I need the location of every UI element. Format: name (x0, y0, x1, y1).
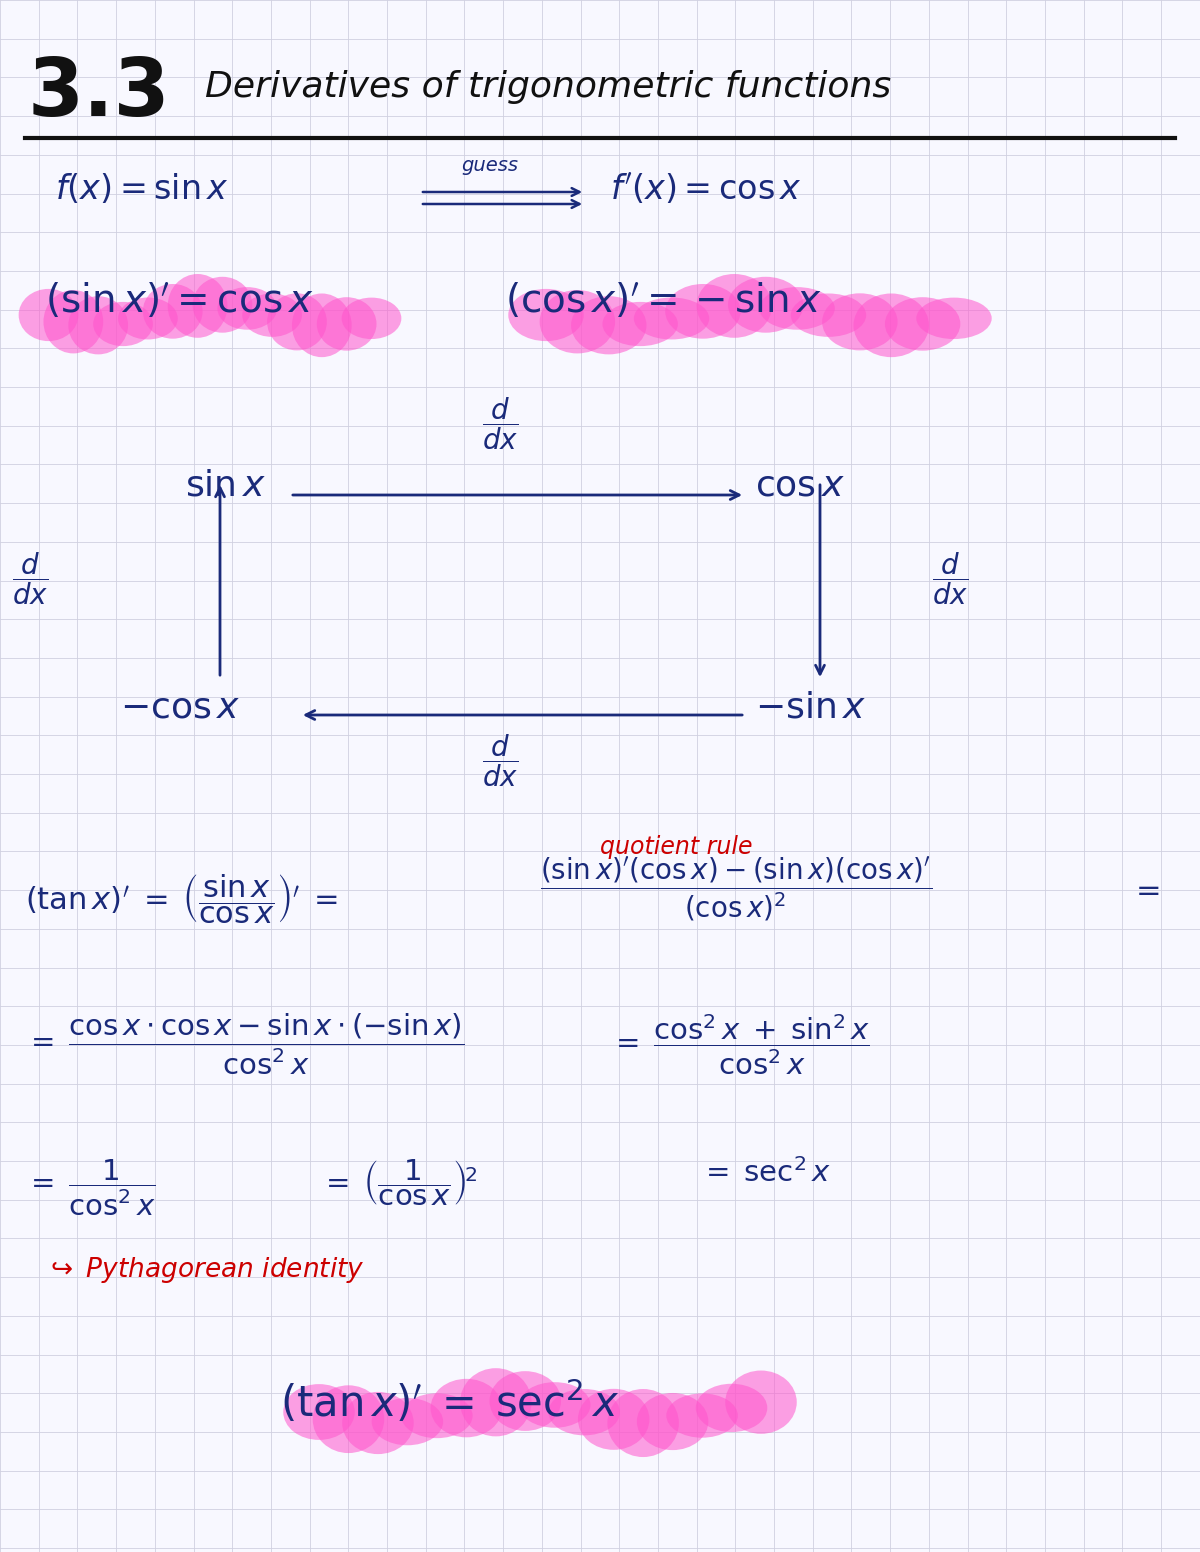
Text: Derivatives of trigonometric functions: Derivatives of trigonometric functions (205, 70, 892, 104)
Text: $\dfrac{(\sin x)'(\cos x) - (\sin x)(\cos x)'}{(\cos x)^2}$: $\dfrac{(\sin x)'(\cos x) - (\sin x)(\co… (540, 855, 932, 923)
Text: $(\tan x)' \;=\; \sec^2 x$: $(\tan x)' \;=\; \sec^2 x$ (280, 1378, 619, 1425)
Ellipse shape (43, 290, 103, 354)
Ellipse shape (94, 303, 152, 346)
Ellipse shape (634, 298, 709, 340)
Ellipse shape (725, 1370, 797, 1434)
Text: $\hookrightarrow$ Pythagorean identity: $\hookrightarrow$ Pythagorean identity (46, 1256, 365, 1285)
Text: $=\; \dfrac{1}{\cos^2 x}$: $=\; \dfrac{1}{\cos^2 x}$ (25, 1158, 156, 1218)
Ellipse shape (342, 298, 401, 338)
Ellipse shape (791, 293, 866, 337)
Text: $\dfrac{d}{dx}$: $\dfrac{d}{dx}$ (482, 733, 518, 788)
Text: $f(x) = \sin x$: $f(x) = \sin x$ (55, 172, 229, 206)
Ellipse shape (509, 289, 583, 341)
Ellipse shape (822, 293, 898, 351)
Ellipse shape (283, 1384, 355, 1440)
Ellipse shape (666, 1394, 738, 1437)
Ellipse shape (317, 296, 377, 351)
Ellipse shape (696, 275, 772, 338)
Ellipse shape (372, 1398, 443, 1445)
Ellipse shape (19, 289, 78, 341)
Ellipse shape (342, 1392, 414, 1454)
Ellipse shape (696, 1384, 767, 1432)
Ellipse shape (268, 293, 326, 351)
Ellipse shape (143, 284, 203, 338)
Text: $(\sin x)' = \cos x$: $(\sin x)' = \cos x$ (46, 282, 314, 321)
Text: $f'(x) = \cos x$: $f'(x) = \cos x$ (610, 172, 802, 206)
Text: $(\tan x)' \;=\; \left(\dfrac{\sin x}{\cos x}\right)' \;=\;$: $(\tan x)' \;=\; \left(\dfrac{\sin x}{\c… (25, 872, 337, 925)
Text: guess: guess (462, 157, 518, 175)
Ellipse shape (884, 296, 960, 351)
Text: quotient rule: quotient rule (600, 835, 752, 858)
Ellipse shape (637, 1394, 708, 1450)
Ellipse shape (168, 275, 228, 338)
Text: $=\; \sec^2 x$: $=\; \sec^2 x$ (700, 1158, 832, 1187)
Ellipse shape (242, 293, 302, 337)
Ellipse shape (460, 1369, 532, 1436)
Text: $\dfrac{d}{dx}$: $\dfrac{d}{dx}$ (932, 549, 968, 607)
Text: $=\; \dfrac{\cos^2 x \;+\; \sin^2 x}{\cos^2 x}$: $=\; \dfrac{\cos^2 x \;+\; \sin^2 x}{\co… (610, 1012, 870, 1077)
Ellipse shape (313, 1386, 384, 1453)
Ellipse shape (540, 290, 616, 354)
Ellipse shape (292, 293, 352, 357)
Text: $(\cos x)' = -\sin x$: $(\cos x)' = -\sin x$ (505, 282, 822, 321)
Ellipse shape (571, 296, 647, 354)
Ellipse shape (518, 1383, 590, 1428)
Ellipse shape (853, 293, 929, 357)
Ellipse shape (665, 284, 740, 338)
Ellipse shape (217, 287, 277, 329)
Text: $-\cos x$: $-\cos x$ (120, 691, 240, 723)
Ellipse shape (607, 1389, 679, 1457)
Text: $=$: $=$ (1130, 875, 1160, 903)
Ellipse shape (578, 1389, 649, 1450)
Text: $\dfrac{d}{dx}$: $\dfrac{d}{dx}$ (482, 396, 518, 452)
Text: 3.3: 3.3 (28, 54, 170, 133)
Ellipse shape (192, 276, 252, 332)
Text: $=\; \dfrac{\cos x \cdot \cos x - \sin x \cdot (-\sin x)}{\cos^2 x}$: $=\; \dfrac{\cos x \cdot \cos x - \sin x… (25, 1012, 464, 1077)
Text: $=\; \left(\dfrac{1}{\cos x}\right)^{\!2}$: $=\; \left(\dfrac{1}{\cos x}\right)^{\!2… (320, 1158, 478, 1207)
Text: $-\sin x$: $-\sin x$ (755, 691, 866, 723)
Ellipse shape (118, 298, 178, 340)
Ellipse shape (917, 298, 991, 338)
Ellipse shape (431, 1378, 502, 1437)
Ellipse shape (68, 296, 128, 354)
Text: $\cos x$: $\cos x$ (755, 469, 845, 501)
Text: $\dfrac{d}{dx}$: $\dfrac{d}{dx}$ (12, 549, 48, 607)
Ellipse shape (548, 1389, 620, 1436)
Text: $\sin x$: $\sin x$ (185, 469, 266, 501)
Ellipse shape (490, 1370, 562, 1431)
Ellipse shape (760, 287, 835, 329)
Ellipse shape (401, 1394, 473, 1439)
Ellipse shape (602, 303, 678, 346)
Ellipse shape (728, 276, 804, 332)
